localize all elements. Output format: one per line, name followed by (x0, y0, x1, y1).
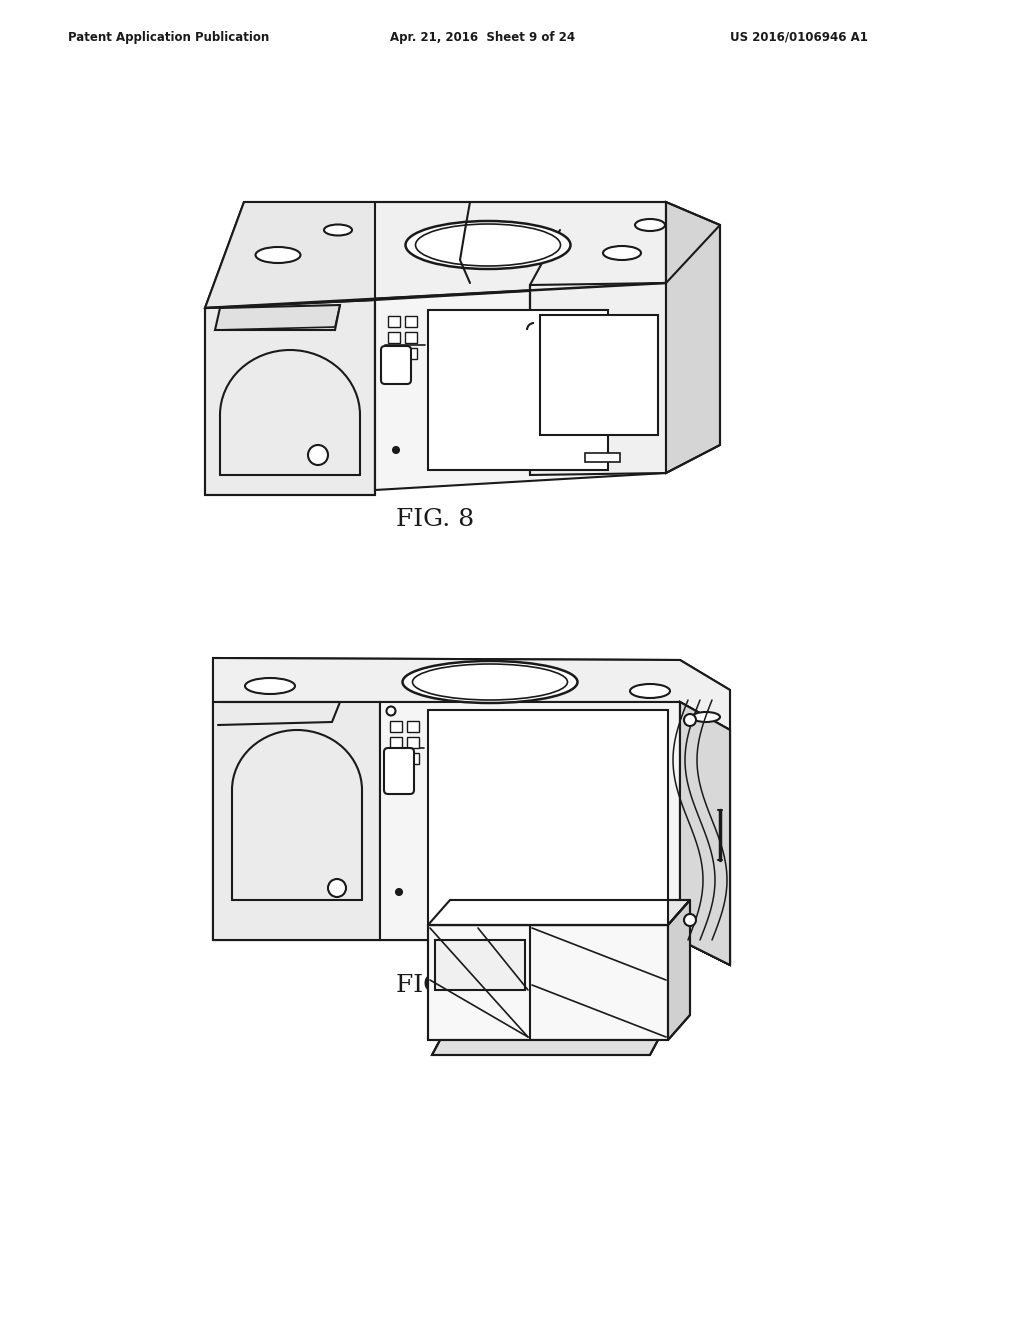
Text: US 2016/0106946 A1: US 2016/0106946 A1 (730, 30, 868, 44)
Polygon shape (428, 900, 690, 925)
Ellipse shape (630, 684, 670, 698)
Polygon shape (205, 300, 375, 495)
FancyBboxPatch shape (384, 748, 414, 795)
Polygon shape (680, 702, 730, 965)
Bar (390, 752, 402, 764)
Polygon shape (205, 202, 666, 308)
Bar (428, 310, 608, 470)
Bar (407, 752, 419, 764)
Polygon shape (680, 702, 730, 965)
Ellipse shape (684, 714, 696, 726)
Ellipse shape (603, 246, 641, 260)
Bar (390, 721, 402, 733)
Bar (407, 721, 419, 733)
Ellipse shape (402, 661, 578, 704)
Ellipse shape (406, 220, 570, 269)
Text: Apr. 21, 2016  Sheet 9 of 24: Apr. 21, 2016 Sheet 9 of 24 (390, 30, 575, 44)
Polygon shape (666, 202, 720, 473)
Polygon shape (213, 702, 380, 940)
Ellipse shape (396, 888, 402, 895)
Bar (407, 737, 419, 748)
Bar (406, 333, 417, 343)
Polygon shape (432, 1040, 658, 1055)
Bar (388, 348, 400, 359)
Polygon shape (375, 282, 666, 490)
Ellipse shape (692, 711, 720, 722)
Polygon shape (213, 657, 730, 730)
Ellipse shape (256, 247, 300, 263)
Text: FIG. 8: FIG. 8 (396, 508, 474, 532)
Ellipse shape (684, 913, 696, 927)
Bar (390, 737, 402, 748)
Polygon shape (530, 282, 666, 475)
Ellipse shape (393, 447, 399, 453)
FancyBboxPatch shape (381, 346, 411, 384)
Ellipse shape (245, 678, 295, 694)
Bar (428, 710, 668, 925)
Ellipse shape (328, 879, 346, 898)
Polygon shape (435, 940, 525, 990)
Bar (540, 315, 658, 436)
Polygon shape (205, 202, 375, 308)
Polygon shape (380, 702, 680, 940)
Ellipse shape (416, 224, 560, 267)
Bar (585, 453, 620, 462)
Polygon shape (668, 900, 690, 1040)
Polygon shape (215, 305, 340, 330)
Ellipse shape (635, 219, 665, 231)
Text: FIG. 9: FIG. 9 (396, 974, 474, 997)
Ellipse shape (413, 664, 567, 700)
Bar (388, 315, 400, 327)
Bar (388, 333, 400, 343)
Text: Patent Application Publication: Patent Application Publication (68, 30, 269, 44)
Polygon shape (428, 925, 668, 1040)
Ellipse shape (386, 706, 395, 715)
Ellipse shape (324, 224, 352, 235)
Bar (406, 315, 417, 327)
Ellipse shape (308, 445, 328, 465)
Bar (406, 348, 417, 359)
